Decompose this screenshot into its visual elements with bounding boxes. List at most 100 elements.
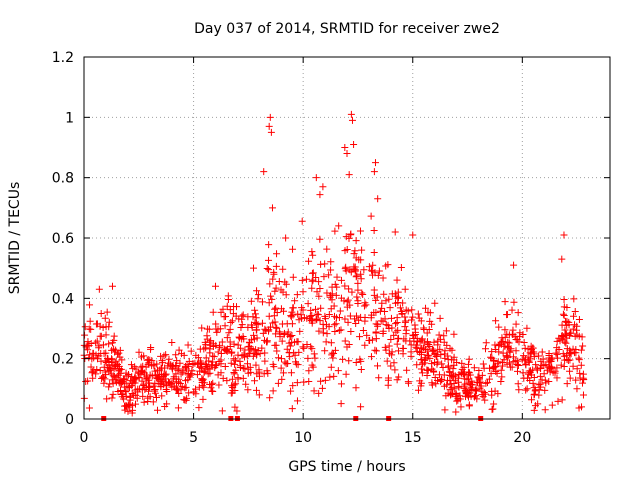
data-point [382, 321, 390, 329]
data-point [195, 383, 203, 391]
data-point [274, 354, 282, 362]
data-point [577, 361, 585, 369]
data-point [437, 351, 445, 359]
data-point [510, 298, 518, 306]
data-point [392, 320, 400, 328]
data-point [561, 326, 569, 334]
data-point-peak [95, 285, 103, 293]
data-point [327, 339, 335, 347]
data-point [460, 368, 468, 376]
data-point [226, 325, 234, 333]
data-point [321, 312, 329, 320]
data-point [402, 337, 410, 345]
data-point [537, 357, 545, 365]
x-tick-label: 20 [513, 430, 531, 446]
data-point [414, 386, 422, 394]
data-point [508, 363, 516, 371]
data-point [501, 326, 509, 334]
data-point [512, 320, 520, 328]
data-point [299, 288, 307, 296]
data-point [352, 384, 360, 392]
data-point [241, 346, 249, 354]
data-point [558, 321, 566, 329]
data-point [341, 265, 349, 273]
data-point [526, 377, 534, 385]
data-point [526, 349, 534, 357]
data-point [448, 390, 456, 398]
data-point [289, 273, 297, 281]
data-point [98, 375, 106, 383]
data-point [499, 362, 507, 370]
data-point [411, 321, 419, 329]
data-point [305, 257, 313, 265]
data-point [259, 329, 267, 337]
data-point [139, 362, 147, 370]
data-point [298, 276, 306, 284]
data-point [436, 345, 444, 353]
data-point [105, 361, 113, 369]
data-point [84, 338, 92, 346]
data-point [225, 329, 233, 337]
axis-ticks: 0 0.2 0.4 0.6 0.8 1 1.2 0 5 10 15 20 [52, 50, 610, 446]
data-point [90, 366, 98, 374]
data-point [167, 380, 175, 388]
data-point [291, 297, 299, 305]
data-point [300, 344, 308, 352]
data-point [234, 351, 242, 359]
data-point [277, 305, 285, 313]
data-point [198, 363, 206, 371]
data-point [159, 372, 167, 380]
data-point [419, 359, 427, 367]
data-point [243, 360, 251, 368]
data-point [109, 372, 117, 380]
data-point [203, 335, 211, 343]
data-point [138, 353, 146, 361]
data-point [161, 402, 169, 410]
data-point [313, 288, 321, 296]
data-point [367, 212, 375, 220]
data-point [209, 352, 217, 360]
data-point [144, 397, 152, 405]
data-point [481, 390, 489, 398]
data-point [218, 338, 226, 346]
data-point [315, 389, 323, 397]
data-point [97, 310, 105, 318]
data-point-peak [409, 231, 417, 239]
data-point [566, 349, 574, 357]
data-point [86, 301, 94, 309]
data-point [408, 316, 416, 324]
data-point [352, 273, 360, 281]
data-point [245, 338, 253, 346]
data-point [407, 352, 415, 360]
data-point [531, 390, 539, 398]
data-point [401, 313, 409, 321]
data-point [269, 360, 277, 368]
data-point [327, 363, 335, 371]
data-point [270, 270, 278, 278]
data-point [251, 377, 259, 385]
data-point [227, 318, 235, 326]
data-point [308, 269, 316, 277]
data-point [575, 315, 583, 323]
data-point [441, 406, 449, 414]
data-point [470, 364, 478, 372]
data-point [393, 340, 401, 348]
data-point [279, 369, 287, 377]
data-point [402, 317, 410, 325]
data-point [396, 304, 404, 312]
data-point [573, 385, 581, 393]
data-point [135, 348, 143, 356]
data-point [207, 384, 215, 392]
data-point-peak [345, 171, 353, 179]
data-point [418, 336, 426, 344]
data-point [337, 400, 345, 408]
data-point [384, 321, 392, 329]
data-point [120, 375, 128, 383]
data-point [148, 372, 156, 380]
data-point [353, 272, 361, 280]
data-point [387, 336, 395, 344]
data-point [331, 327, 339, 335]
data-point [394, 326, 402, 334]
data-point [523, 385, 531, 393]
data-point [514, 367, 522, 375]
